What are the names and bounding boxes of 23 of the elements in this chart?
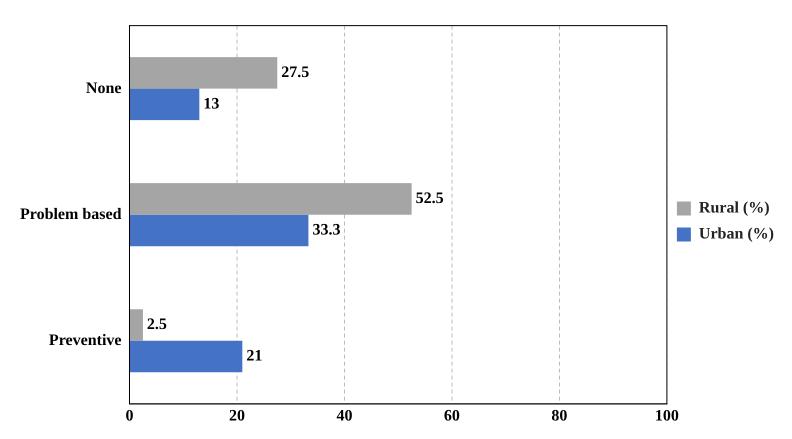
data-label: 21 <box>246 348 262 365</box>
y-tick-label: Problem based <box>20 206 122 223</box>
x-tick-label: 60 <box>444 408 460 425</box>
legend-label: Rural (%) <box>698 200 770 217</box>
x-tick-label: 100 <box>654 408 679 425</box>
bar <box>130 214 308 246</box>
bar <box>130 340 242 372</box>
data-label: 33.3 <box>312 222 340 239</box>
legend-label: Urban (%) <box>698 226 774 243</box>
y-tick-label: None <box>86 80 122 97</box>
bar <box>130 57 278 89</box>
y-tick-label: Preventive <box>48 332 122 349</box>
data-label: 13 <box>203 96 220 113</box>
x-tick-label: 80 <box>551 408 568 425</box>
data-label: 2.5 <box>146 316 167 334</box>
x-tick-label: 0 <box>125 408 134 425</box>
bar <box>130 309 143 341</box>
data-label: 52.5 <box>416 190 444 208</box>
bar <box>130 183 412 215</box>
x-tick-label: 20 <box>228 408 245 425</box>
x-tick-label: 40 <box>336 408 352 425</box>
data-label: 27.5 <box>281 64 310 82</box>
bar <box>130 88 200 120</box>
